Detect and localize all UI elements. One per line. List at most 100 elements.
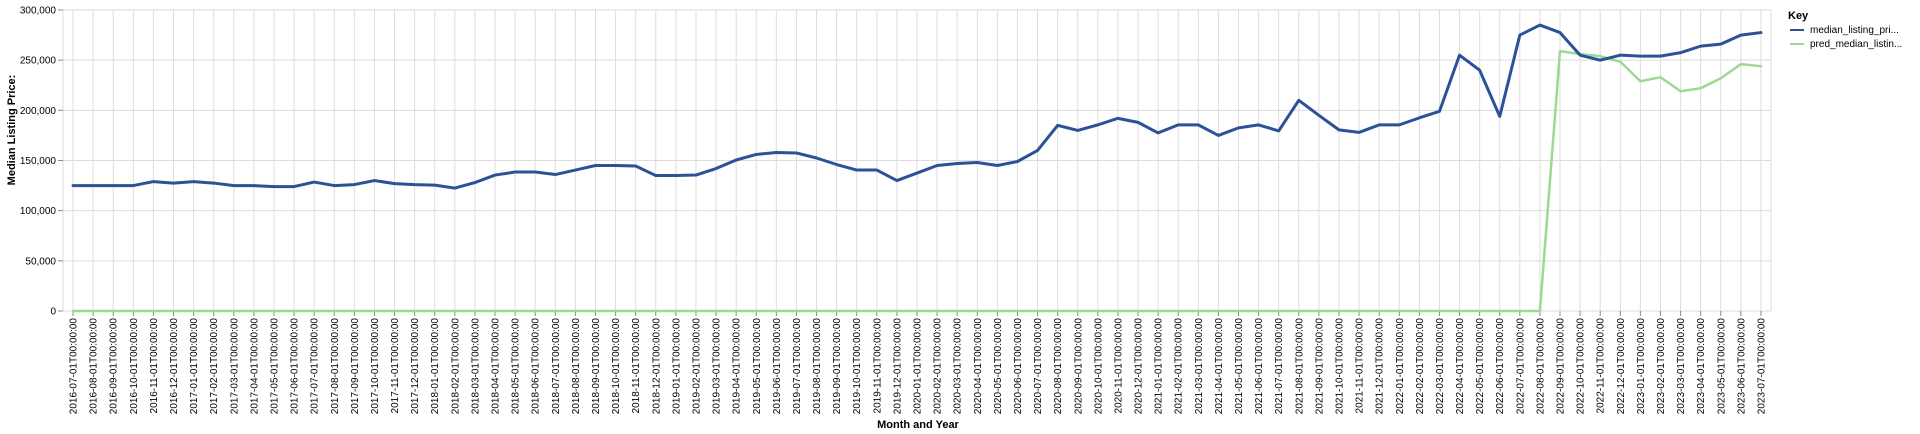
y-tick-label: 100,000 bbox=[20, 206, 57, 217]
x-tick-label: 2022-07-01T00:00:00 bbox=[1515, 318, 1526, 415]
x-tick-label: 2023-01-01T00:00:00 bbox=[1636, 318, 1647, 415]
x-tick-label: 2021-11-01T00:00:00 bbox=[1355, 318, 1366, 414]
x-tick-label: 2018-09-01T00:00:00 bbox=[591, 318, 602, 415]
legend-items: median_listing_pri... pred_median_listin.… bbox=[1790, 25, 1902, 50]
x-tick-label: 2017-10-01T00:00:00 bbox=[370, 318, 381, 415]
grid bbox=[62, 9, 1772, 312]
x-tick-label: 2021-04-01T00:00:00 bbox=[1214, 318, 1225, 415]
x-tick-label: 2016-11-01T00:00:00 bbox=[149, 318, 160, 414]
x-tick-label: 2018-02-01T00:00:00 bbox=[450, 318, 461, 415]
x-tick-label: 2017-12-01T00:00:00 bbox=[410, 318, 421, 415]
x-tick-label: 2020-03-01T00:00:00 bbox=[953, 318, 964, 415]
x-tick-label: 2022-04-01T00:00:00 bbox=[1455, 318, 1466, 415]
x-axis: 2016-07-01T00:00:00 2016-08-01T00:00:00 20… bbox=[69, 311, 1767, 415]
x-tick-label: 2017-06-01T00:00:00 bbox=[290, 318, 301, 415]
x-tick-label: 2017-04-01T00:00:00 bbox=[249, 318, 260, 415]
x-tick-label: 2021-05-01T00:00:00 bbox=[1234, 318, 1245, 415]
x-tick-label: 2021-01-01T00:00:00 bbox=[1154, 318, 1165, 415]
x-tick-label: 2020-06-01T00:00:00 bbox=[1013, 318, 1024, 415]
x-tick-label: 2019-09-01T00:00:00 bbox=[832, 318, 843, 415]
legend-label: pred_median_listin... bbox=[1810, 39, 1902, 50]
x-tick-label: 2016-09-01T00:00:00 bbox=[109, 318, 120, 415]
x-tick-label: 2021-10-01T00:00:00 bbox=[1334, 318, 1345, 415]
x-tick-label: 2019-08-01T00:00:00 bbox=[812, 318, 823, 415]
x-tick-label: 2021-06-01T00:00:00 bbox=[1254, 318, 1265, 415]
x-tick-label: 2022-11-01T00:00:00 bbox=[1596, 318, 1607, 414]
x-tick-label: 2017-05-01T00:00:00 bbox=[269, 318, 280, 415]
x-tick-label: 2018-01-01T00:00:00 bbox=[430, 318, 441, 415]
y-axis: 0 50,000 100,000 150,000 200,000 250,000 300,0… bbox=[20, 6, 63, 318]
y-tick-label: 250,000 bbox=[20, 56, 57, 67]
x-tick-label: 2022-12-01T00:00:00 bbox=[1616, 318, 1627, 415]
x-tick-label: 2023-07-01T00:00:00 bbox=[1756, 318, 1767, 415]
x-tick-label: 2019-10-01T00:00:00 bbox=[852, 318, 863, 415]
x-tick-label: 2020-07-01T00:00:00 bbox=[1033, 318, 1044, 415]
x-tick-label: 2017-07-01T00:00:00 bbox=[310, 318, 321, 415]
x-tick-label: 2018-05-01T00:00:00 bbox=[511, 318, 522, 415]
y-tick-label: 0 bbox=[50, 307, 56, 318]
x-tick-label: 2019-11-01T00:00:00 bbox=[872, 318, 883, 414]
x-tick-label: 2023-06-01T00:00:00 bbox=[1736, 318, 1747, 415]
x-tick-label: 2018-07-01T00:00:00 bbox=[551, 318, 562, 415]
x-tick-label: 2022-08-01T00:00:00 bbox=[1535, 318, 1546, 415]
x-tick-label: 2016-12-01T00:00:00 bbox=[169, 318, 180, 415]
x-tick-label: 2018-08-01T00:00:00 bbox=[571, 318, 582, 415]
x-tick-label: 2017-02-01T00:00:00 bbox=[209, 318, 220, 415]
series-line-pred-median-listing-price bbox=[71, 49, 1763, 313]
y-tick-label: 150,000 bbox=[20, 156, 57, 167]
x-tick-label: 2023-04-01T00:00:00 bbox=[1696, 318, 1707, 415]
y-tick-label: 50,000 bbox=[25, 256, 56, 267]
x-tick-label: 2022-01-01T00:00:00 bbox=[1395, 318, 1406, 415]
x-tick-label: 2022-10-01T00:00:00 bbox=[1576, 318, 1587, 415]
x-tick-label: 2021-03-01T00:00:00 bbox=[1194, 318, 1205, 415]
x-tick-label: 2018-11-01T00:00:00 bbox=[631, 318, 642, 414]
x-tick-label: 2022-03-01T00:00:00 bbox=[1435, 318, 1446, 415]
x-tick-label: 2016-07-01T00:00:00 bbox=[69, 318, 80, 415]
x-tick-label: 2023-03-01T00:00:00 bbox=[1676, 318, 1687, 415]
x-tick-label: 2018-12-01T00:00:00 bbox=[651, 318, 662, 415]
x-tick-label: 2020-04-01T00:00:00 bbox=[973, 318, 984, 415]
x-tick-label: 2022-02-01T00:00:00 bbox=[1415, 318, 1426, 415]
x-tick-label: 2016-10-01T00:00:00 bbox=[129, 318, 140, 415]
x-tick-label: 2017-01-01T00:00:00 bbox=[189, 318, 200, 415]
x-tick-label: 2017-09-01T00:00:00 bbox=[350, 318, 361, 415]
x-tick-label: 2020-08-01T00:00:00 bbox=[1053, 318, 1064, 415]
y-tick-label: 200,000 bbox=[20, 106, 57, 117]
x-tick-label: 2019-04-01T00:00:00 bbox=[732, 318, 743, 415]
x-tick-label: 2018-10-01T00:00:00 bbox=[611, 318, 622, 415]
x-tick-label: 2023-02-01T00:00:00 bbox=[1656, 318, 1667, 415]
x-tick-label: 2018-04-01T00:00:00 bbox=[491, 318, 502, 415]
y-tick-label: 300,000 bbox=[20, 6, 57, 17]
x-tick-label: 2020-10-01T00:00:00 bbox=[1093, 318, 1104, 415]
x-tick-label: 2020-12-01T00:00:00 bbox=[1134, 318, 1145, 415]
x-tick-label: 2022-05-01T00:00:00 bbox=[1475, 318, 1486, 415]
series-lines bbox=[71, 23, 1763, 313]
legend-label: median_listing_pri... bbox=[1810, 25, 1899, 36]
x-tick-label: 2021-07-01T00:00:00 bbox=[1274, 318, 1285, 415]
x-axis-title: Month and Year bbox=[877, 419, 959, 431]
x-tick-label: 2018-06-01T00:00:00 bbox=[531, 318, 542, 415]
x-tick-label: 2020-01-01T00:00:00 bbox=[913, 318, 924, 415]
x-tick-label: 2019-01-01T00:00:00 bbox=[671, 318, 682, 415]
x-tick-label: 2019-02-01T00:00:00 bbox=[691, 318, 702, 415]
x-tick-label: 2020-05-01T00:00:00 bbox=[993, 318, 1004, 415]
x-tick-label: 2017-03-01T00:00:00 bbox=[229, 318, 240, 415]
x-tick-label: 2019-07-01T00:00:00 bbox=[792, 318, 803, 415]
x-tick-label: 2021-09-01T00:00:00 bbox=[1314, 318, 1325, 415]
x-tick-label: 2017-08-01T00:00:00 bbox=[330, 318, 341, 415]
x-tick-label: 2023-05-01T00:00:00 bbox=[1716, 318, 1727, 415]
x-tick-label: 2016-08-01T00:00:00 bbox=[89, 318, 100, 415]
x-tick-label: 2019-03-01T00:00:00 bbox=[712, 318, 723, 415]
x-tick-label: 2018-03-01T00:00:00 bbox=[470, 318, 481, 415]
y-axis-title: Median Listing Price: bbox=[6, 75, 18, 186]
x-tick-label: 2019-12-01T00:00:00 bbox=[892, 318, 903, 415]
x-tick-label: 2019-06-01T00:00:00 bbox=[772, 318, 783, 415]
legend: Key median_listing_pri... pred_median_lis… bbox=[1788, 10, 1902, 50]
x-tick-label: 2020-09-01T00:00:00 bbox=[1073, 318, 1084, 415]
x-tick-label: 2020-11-01T00:00:00 bbox=[1113, 318, 1124, 414]
x-tick-label: 2021-08-01T00:00:00 bbox=[1294, 318, 1305, 415]
x-tick-label: 2021-02-01T00:00:00 bbox=[1174, 318, 1185, 415]
x-tick-label: 2017-11-01T00:00:00 bbox=[390, 318, 401, 414]
x-tick-label: 2022-09-01T00:00:00 bbox=[1556, 318, 1567, 415]
